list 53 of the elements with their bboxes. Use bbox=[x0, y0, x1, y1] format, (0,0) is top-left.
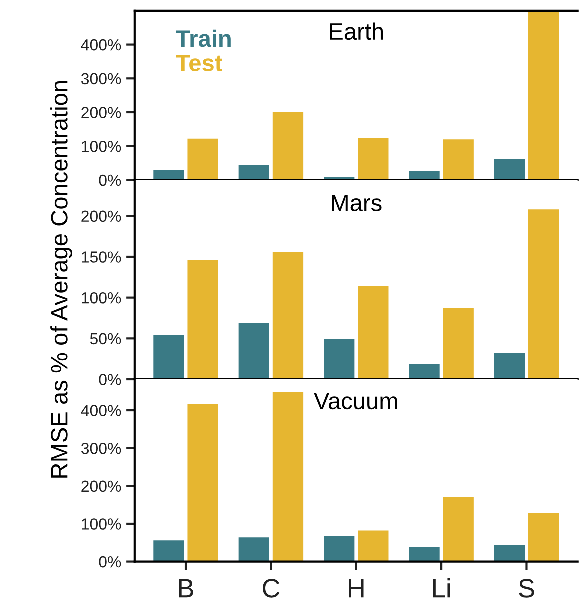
bar bbox=[443, 498, 474, 562]
chart-title: Vacuum bbox=[314, 393, 398, 410]
bar bbox=[238, 538, 270, 562]
bar bbox=[188, 404, 218, 562]
bar bbox=[443, 308, 474, 380]
bar bbox=[188, 138, 218, 180]
bar bbox=[358, 530, 389, 562]
x-tick-label: B bbox=[179, 579, 194, 598]
bar bbox=[528, 10, 560, 180]
x-tick-label: Li bbox=[433, 578, 450, 598]
bar bbox=[409, 547, 440, 562]
bar bbox=[324, 339, 355, 380]
x-tick-label: C bbox=[263, 579, 280, 598]
bar bbox=[272, 112, 304, 180]
x-tick-label: S bbox=[519, 579, 534, 598]
bar bbox=[409, 364, 440, 380]
y-tick-label: 200% bbox=[82, 480, 122, 492]
bar bbox=[154, 540, 184, 562]
y-tick-label: 400% bbox=[81, 39, 122, 51]
y-axis-title: RMSE as % of Average Concentration bbox=[50, 81, 73, 478]
chart-title: Earth bbox=[330, 22, 384, 40]
bar bbox=[238, 323, 270, 380]
y-tick-label: 100% bbox=[82, 518, 122, 530]
bar bbox=[324, 536, 355, 562]
bar bbox=[494, 353, 526, 380]
bar bbox=[358, 138, 389, 180]
bar bbox=[443, 140, 474, 180]
y-tick-label: 0% bbox=[99, 174, 122, 186]
y-tick-label: 50% bbox=[90, 333, 122, 345]
y-tick-label: 100% bbox=[82, 292, 122, 304]
y-tick-label: 200% bbox=[82, 210, 122, 222]
bar bbox=[238, 164, 270, 180]
bar bbox=[358, 286, 389, 380]
y-tick-label: 200% bbox=[82, 107, 122, 118]
y-tick-label: 300% bbox=[81, 442, 122, 454]
bar bbox=[494, 546, 526, 562]
bar bbox=[188, 260, 218, 380]
bar bbox=[154, 335, 184, 380]
x-tick-label: H bbox=[349, 579, 364, 598]
y-tick-label: 400% bbox=[81, 405, 122, 416]
bar bbox=[528, 513, 560, 562]
y-tick-label: 0% bbox=[99, 374, 122, 386]
chart-title: Mars bbox=[332, 195, 382, 212]
bar bbox=[494, 159, 526, 180]
y-tick-label: 100% bbox=[82, 140, 122, 152]
bar bbox=[272, 252, 304, 380]
y-tick-label: 0% bbox=[99, 556, 122, 568]
text: Train bbox=[176, 30, 231, 48]
bar bbox=[272, 392, 304, 562]
bar bbox=[528, 210, 560, 380]
y-tick-label: 300% bbox=[81, 73, 122, 85]
y-tick-label: 150% bbox=[82, 252, 122, 263]
text: Test bbox=[176, 55, 222, 72]
